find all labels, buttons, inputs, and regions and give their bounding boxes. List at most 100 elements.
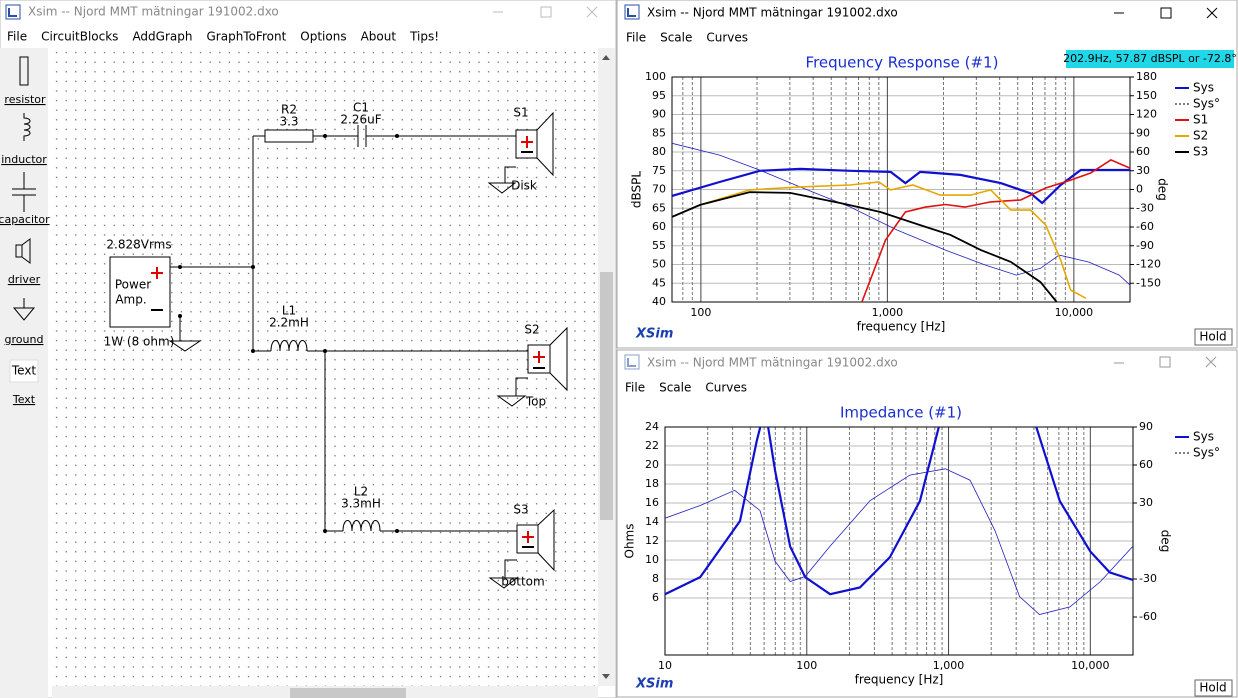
amp-voltage: 2.828Vrms [106,238,171,252]
tool-inductor[interactable]: inductor [1,153,47,166]
menu-item[interactable]: GraphToFront [206,30,286,44]
amp-label: Amp. [115,293,146,307]
curve [665,468,1133,615]
curve [672,142,1130,286]
menu-item[interactable]: Curves [706,31,748,45]
x-tick-label: 10,000 [1055,306,1094,319]
x-tick-label: 1,000 [933,659,965,672]
legend-label: S2 [1193,129,1208,143]
window-controls[interactable] [1114,7,1218,19]
tool-text[interactable]: Text [12,393,36,406]
y2-axis-label: deg [1159,530,1173,553]
y-axis-label: dBSPL [630,171,644,208]
driver-label: Top [525,395,546,409]
main-window: Xsim -- Njord MMT mätningar 191002.dxo F… [0,0,617,698]
x-axis-label: frequency [Hz] [857,320,946,334]
hold-button-label[interactable]: Hold [1199,681,1226,695]
y-tick-label: 90 [652,108,666,121]
chart-title: Impedance (#1) [840,404,962,422]
y2-tick-label: -60 [1139,610,1157,623]
x-tick-label: 1,000 [872,306,904,319]
component-value: 2.26uF [340,113,381,127]
scroll-thumb[interactable] [600,272,613,520]
legend-label: Sys [1193,81,1214,95]
y2-tick-label: 150 [1136,89,1157,102]
y-tick-label: 24 [645,420,659,433]
toolbar-icons [9,56,39,383]
hold-button[interactable] [1194,328,1233,346]
y2-tick-label: -120 [1136,258,1161,271]
scroll-thumb[interactable] [290,688,406,698]
y-tick-label: 16 [645,496,659,509]
x-tick-label: 100 [796,659,817,672]
window-controls[interactable] [493,6,598,18]
y-tick-label: 70 [652,183,666,196]
y2-tick-label: -60 [1136,220,1154,233]
hold-button[interactable] [1194,679,1233,697]
y2-tick-label: 30 [1139,496,1153,509]
tool-resistor[interactable]: resistor [4,93,46,106]
y-tick-label: 85 [652,126,666,139]
curve [861,158,1130,302]
x-tick-label: 10,000 [1071,659,1110,672]
y2-tick-label: 60 [1136,145,1150,158]
window-controls[interactable] [1114,356,1217,368]
chart-title: Frequency Response (#1) [806,54,999,72]
x-tick-label: 100 [690,306,711,319]
menu-item[interactable]: AddGraph [132,30,192,44]
menu-item[interactable]: Tips! [409,30,439,44]
component-value: 3.3mH [341,497,381,511]
hold-button-label[interactable]: Hold [1199,330,1226,344]
component-name: C1 [353,101,369,115]
menu-item[interactable]: File [626,31,646,45]
y2-tick-label: 0 [1136,183,1143,196]
logo: XSim [635,327,673,342]
menu-item[interactable]: Options [300,30,346,44]
menu-item[interactable]: Scale [659,381,691,395]
driver-name: S3 [513,503,528,517]
plot-border [671,76,1131,303]
tool-capacitor[interactable]: capacitor [0,213,50,226]
y-tick-label: 65 [652,201,666,214]
x-axis-label: frequency [Hz] [855,673,944,687]
menu-item[interactable]: Curves [705,381,747,395]
tool-text-box[interactable]: Text [11,364,37,378]
y-tick-label: 75 [652,164,666,177]
menu-item[interactable]: Scale [660,31,692,45]
y2-tick-label: 120 [1136,108,1157,121]
y-tick-label: 80 [652,145,666,158]
y-tick-label: 60 [652,220,666,233]
legend-label: S1 [1193,113,1208,127]
y2-tick-label: 90 [1139,420,1153,433]
tool-ground[interactable]: ground [5,333,44,346]
menu-item[interactable]: About [361,30,397,44]
x-tick-label: 10 [658,659,672,672]
readout-box [1066,50,1234,68]
y-tick-label: 8 [652,572,659,585]
y2-tick-label: 60 [1139,458,1153,471]
menu-item[interactable]: File [7,30,27,44]
y-tick-label: 12 [645,534,659,547]
y-tick-label: 6 [652,591,659,604]
graph-window: Xsim -- Njord MMT mätningar 191002.dxo 2… [616,0,1238,349]
y-tick-label: 95 [652,89,666,102]
curve [672,191,1058,302]
y-tick-label: 14 [645,515,659,528]
curve [672,181,1087,300]
driver-name: S2 [524,323,539,337]
y-tick-label: 55 [652,239,666,252]
y2-tick-label: -30 [1139,572,1157,585]
window-title: Xsim -- Njord MMT mätningar 191002.dxo [647,6,898,20]
component-name: L2 [354,485,368,499]
component-value: 2.2mH [269,316,309,330]
menu-item[interactable]: File [625,381,645,395]
y-tick-label: 22 [645,439,659,452]
y-tick-label: 10 [645,553,659,566]
y-tick-label: 18 [645,477,659,490]
menu-item[interactable]: CircuitBlocks [41,30,118,44]
legend-label: S3 [1193,145,1208,159]
driver-label: bottom [501,575,544,589]
component-name: L1 [282,304,296,318]
tool-driver[interactable]: driver [8,273,41,286]
